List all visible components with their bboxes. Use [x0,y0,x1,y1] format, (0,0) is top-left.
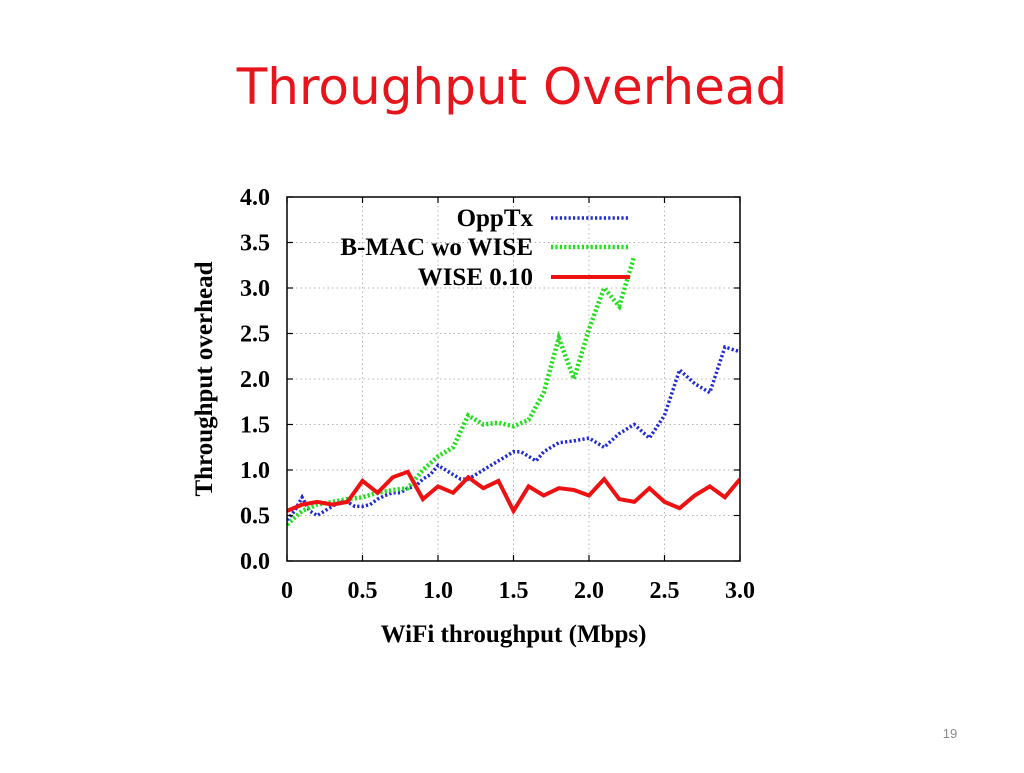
y-tick-label: 0.0 [240,549,270,575]
y-tick-label: 2.5 [240,322,270,348]
y-tick-label: 4.0 [240,185,270,211]
x-tick-label: 0.5 [348,578,378,604]
x-tick-label: 1.0 [423,578,453,604]
page-number: 19 [942,726,958,741]
y-tick-label: 2.0 [240,367,270,393]
legend-label: OppTx [457,205,534,232]
y-tick-label: 3.5 [240,231,270,257]
y-tick-label: 3.0 [240,276,270,302]
slide-title: Throughput Overhead [236,58,788,116]
series-line-b-mac-wo-wise [287,255,637,527]
y-tick-label: 1.5 [240,413,270,439]
x-tick-label: 3.0 [725,578,755,604]
x-tick-label: 2.5 [650,578,680,604]
x-tick-label: 1.5 [499,578,529,604]
x-tick-label: 0 [281,578,293,604]
series-line-wise-0-10 [287,469,740,515]
y-tick-label: 1.0 [240,458,270,484]
series-lines [287,255,740,527]
legend-label: WISE 0.10 [418,264,533,291]
series-line-opptx [287,344,740,522]
legend-label: B-MAC wo WISE [340,234,533,261]
y-tick-label: 0.5 [240,504,270,530]
x-tick-label: 2.0 [574,578,604,604]
x-axis-label: WiFi throughput (Mbps) [381,621,647,648]
y-axis-label: Throughput overhead [191,261,218,496]
tick-marks [286,196,741,562]
